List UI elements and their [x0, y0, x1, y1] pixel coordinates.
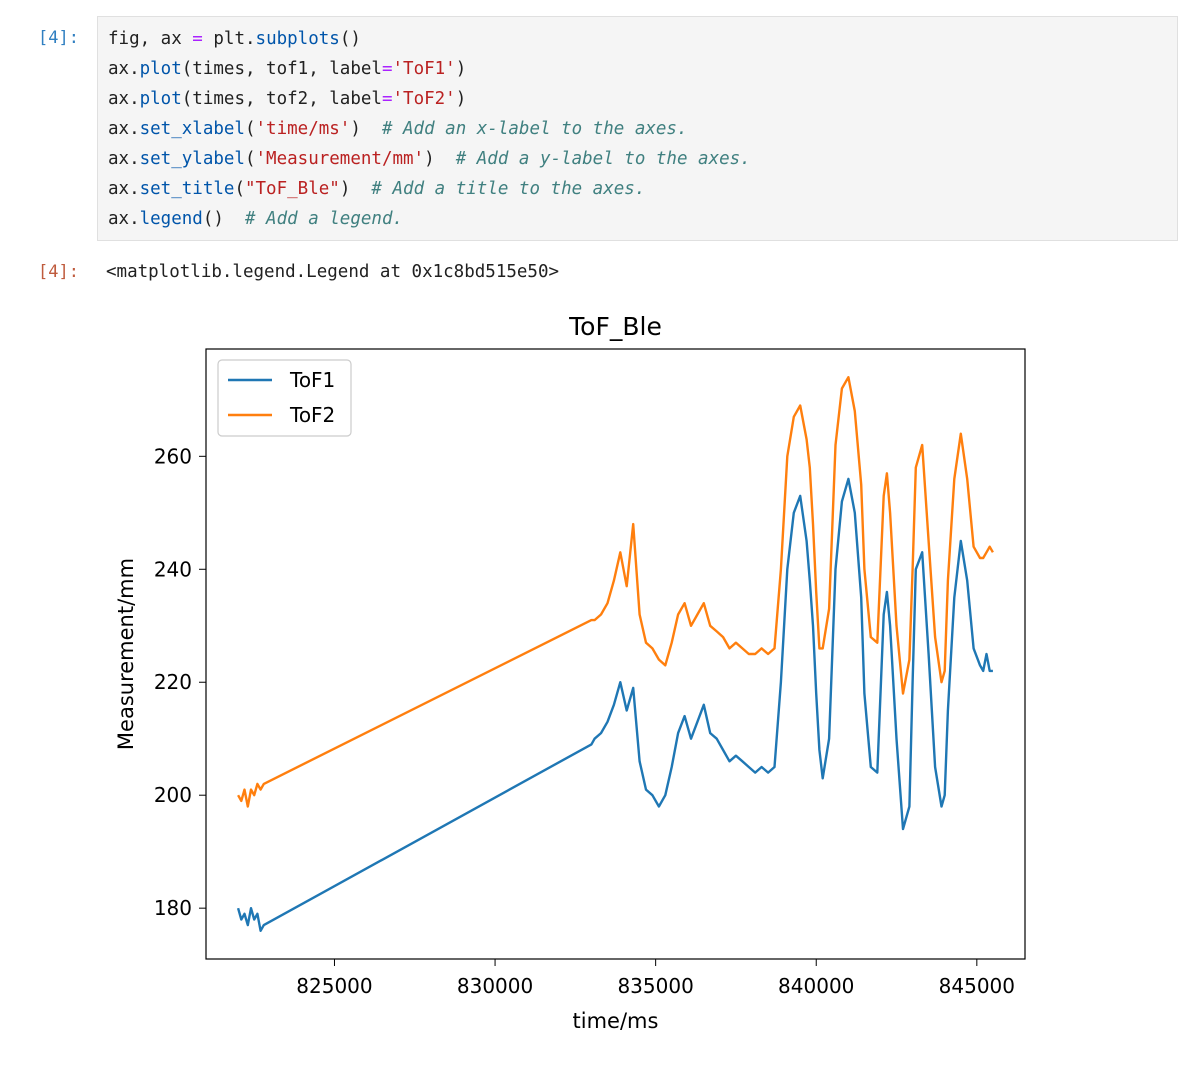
legend-label-tof2: ToF2 — [289, 403, 335, 427]
legend-label-tof1: ToF1 — [289, 368, 335, 392]
code-cell[interactable]: fig, ax = plt.subplots() ax.plot(times, t… — [97, 16, 1178, 241]
x-axis-label: time/ms — [573, 1009, 659, 1033]
chart-title: ToF_Ble — [568, 312, 662, 341]
output-text: <matplotlib.legend.Legend at 0x1c8bd515e… — [106, 262, 560, 282]
code-line: ax.set_ylabel('Measurement/mm') # Add a … — [108, 149, 751, 169]
x-tick-label: 840000 — [778, 974, 854, 998]
code-line: ax.plot(times, tof2, label='ToF2') — [108, 89, 467, 109]
x-tick-label: 830000 — [457, 974, 533, 998]
x-tick-label: 835000 — [617, 974, 693, 998]
output-prompt: [4]: — [38, 262, 79, 282]
y-tick-label: 240 — [154, 557, 192, 581]
y-axis-label: Measurement/mm — [114, 558, 138, 750]
series-line-tof1 — [236, 477, 993, 932]
code-line: ax.plot(times, tof1, label='ToF1') — [108, 59, 467, 79]
y-tick-label: 260 — [154, 444, 192, 468]
code-line: ax.set_xlabel('time/ms') # Add an x-labe… — [108, 119, 688, 139]
series-line-tof2 — [237, 376, 994, 808]
input-prompt: [4]: — [38, 28, 79, 48]
y-tick-label: 220 — [154, 670, 192, 694]
code-line: ax.legend() # Add a legend. — [108, 209, 404, 229]
code-line: fig, ax = plt.subplots() — [108, 29, 361, 49]
x-tick-label: 845000 — [939, 974, 1015, 998]
code-line: ax.set_title("ToF_Ble") # Add a title to… — [108, 179, 646, 199]
y-tick-label: 200 — [154, 783, 192, 807]
y-tick-label: 180 — [154, 896, 192, 920]
x-tick-label: 825000 — [296, 974, 372, 998]
plot-frame — [205, 348, 1026, 960]
